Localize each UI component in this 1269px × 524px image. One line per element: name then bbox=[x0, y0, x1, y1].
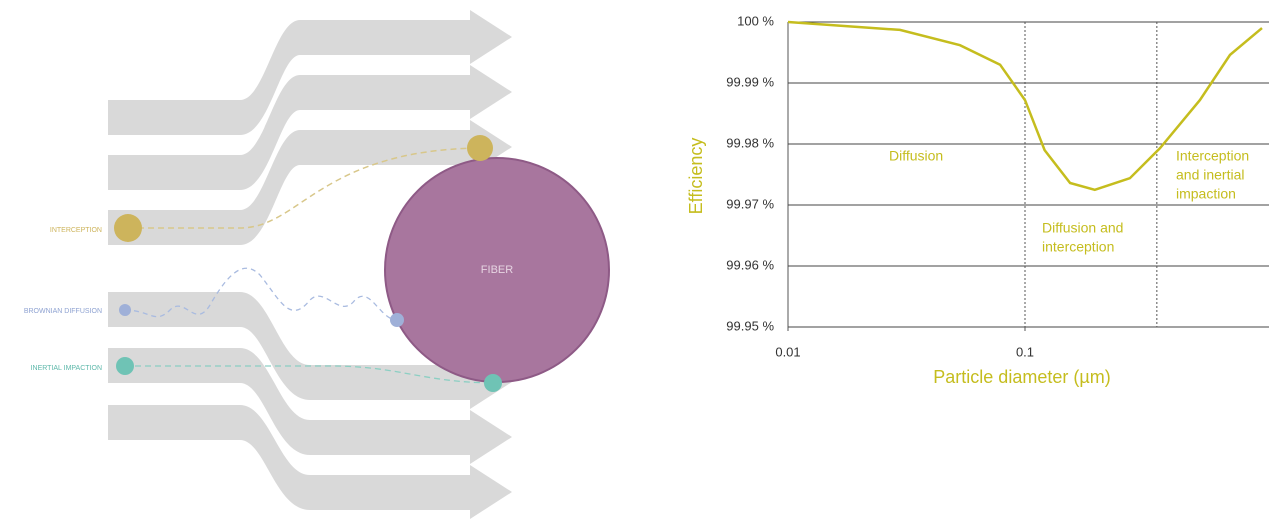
flow-arrow bbox=[108, 120, 512, 245]
brownian-particle bbox=[390, 313, 404, 327]
flow-arrow bbox=[108, 405, 512, 519]
interception-particle bbox=[114, 214, 142, 242]
impaction-particle bbox=[484, 374, 502, 392]
y-tick-label: 99.97 % bbox=[726, 196, 774, 211]
y-tick-label: 99.99 % bbox=[726, 74, 774, 89]
mechanism-label: INERTIAL IMPACTION bbox=[31, 365, 102, 372]
y-tick-label: 99.95 % bbox=[726, 318, 774, 333]
region-annotation: Diffusion and bbox=[1042, 220, 1123, 236]
mechanism-label: BROWNIAN DIFFUSION bbox=[24, 308, 102, 315]
impaction-path bbox=[125, 365, 494, 384]
x-axis-label: Particle diameter (µm) bbox=[933, 367, 1110, 387]
flow-arrow bbox=[108, 292, 512, 409]
y-tick-label: 99.96 % bbox=[726, 257, 774, 272]
y-tick-label: 99.98 % bbox=[726, 135, 774, 150]
y-tick-label: 100 % bbox=[737, 13, 774, 28]
region-annotation: and inertial bbox=[1176, 167, 1245, 183]
brownian-path bbox=[124, 267, 398, 321]
region-annotation: impaction bbox=[1176, 186, 1236, 202]
impaction-particle bbox=[116, 357, 134, 375]
region-annotation: interception bbox=[1042, 239, 1114, 255]
region-annotation: Interception bbox=[1176, 148, 1249, 164]
mechanism-label: INTERCEPTION bbox=[50, 227, 102, 234]
brownian-particle bbox=[119, 304, 131, 316]
y-axis-label: Efficiency bbox=[686, 138, 706, 215]
x-tick-label: 0.01 bbox=[775, 344, 800, 359]
fiber-label: FIBER bbox=[481, 264, 513, 276]
x-tick-label: 0.1 bbox=[1016, 344, 1034, 359]
flow-arrow bbox=[108, 65, 512, 190]
chart: 99.95 % 99.96 % 99.97 % 99.98 % 99.99 % 100 %… bbox=[686, 13, 1269, 387]
interception-path bbox=[128, 147, 481, 229]
interception-particle bbox=[467, 135, 493, 161]
region-annotation: Diffusion bbox=[889, 148, 943, 164]
efficiency-line bbox=[787, 20, 1263, 192]
flow-diagram bbox=[108, 10, 512, 519]
flow-arrow bbox=[108, 348, 512, 464]
flow-arrow bbox=[108, 10, 512, 135]
